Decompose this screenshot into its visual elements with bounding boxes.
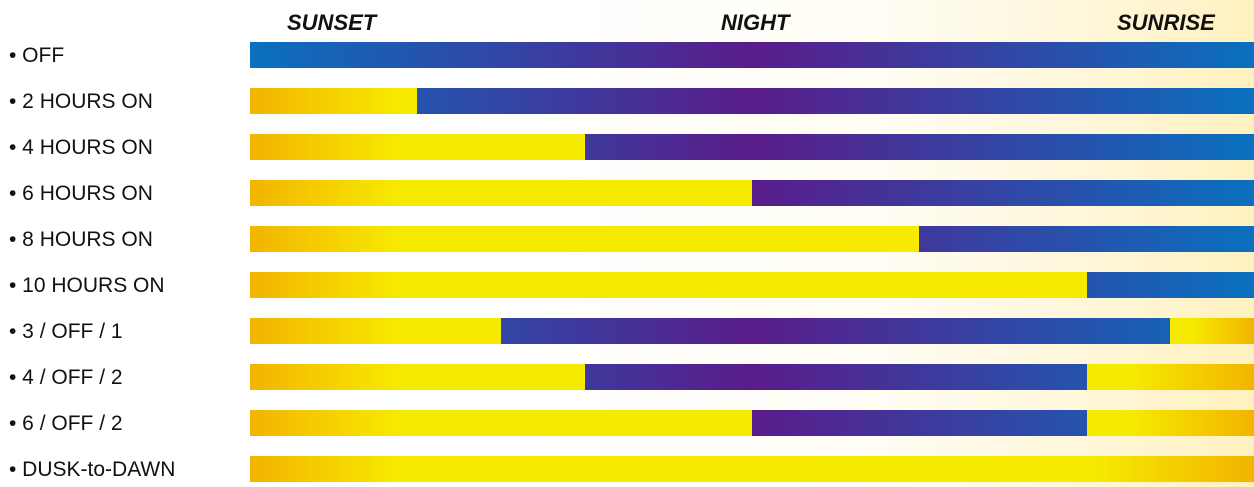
light-on-segment — [250, 364, 585, 390]
schedule-row-label: • OFF — [9, 44, 65, 67]
schedule-bar — [250, 318, 1254, 344]
light-off-segment — [501, 318, 1170, 344]
light-off-segment — [585, 134, 1254, 160]
schedule-bar — [250, 456, 1254, 482]
light-on-segment — [1087, 410, 1254, 436]
light-on-segment — [250, 318, 501, 344]
schedule-rows: • OFF • 2 HOURS ON • 4 HOURS ON • 6 HOURS O… — [0, 42, 1254, 482]
sunrise-label: SUNRISE — [1117, 10, 1215, 35]
light-on-segment — [250, 456, 1254, 482]
light-on-segment — [250, 410, 752, 436]
light-on-segment — [250, 272, 1087, 298]
schedule-row-label: • DUSK-to-DAWN — [9, 458, 176, 481]
schedule-row: • 2 HOURS ON — [0, 88, 1254, 116]
schedule-row-label: • 6 / OFF / 2 — [9, 412, 123, 435]
schedule-row: • DUSK-to-DAWN — [0, 456, 1254, 484]
light-off-segment — [919, 226, 1254, 252]
schedule-row: • OFF — [0, 42, 1254, 70]
light-on-segment — [250, 88, 417, 114]
light-off-segment — [752, 180, 1254, 206]
light-on-segment — [250, 180, 752, 206]
timeline-header: SUNSET NIGHT SUNRISE — [0, 10, 1254, 36]
schedule-row-label: • 10 HOURS ON — [9, 274, 165, 297]
schedule-bar — [250, 272, 1254, 298]
schedule-bar — [250, 134, 1254, 160]
schedule-bar — [250, 42, 1254, 68]
schedule-bar — [250, 364, 1254, 390]
schedule-bar — [250, 180, 1254, 206]
schedule-row-label: • 6 HOURS ON — [9, 182, 153, 205]
light-on-segment — [1087, 364, 1254, 390]
schedule-row-label: • 8 HOURS ON — [9, 228, 153, 251]
light-on-segment — [250, 226, 919, 252]
schedule-row: • 10 HOURS ON — [0, 272, 1254, 300]
light-on-segment — [250, 134, 585, 160]
schedule-bar — [250, 88, 1254, 114]
schedule-row: • 6 HOURS ON — [0, 180, 1254, 208]
schedule-row: • 6 / OFF / 2 — [0, 410, 1254, 438]
schedule-row: • 4 / OFF / 2 — [0, 364, 1254, 392]
schedule-row: • 4 HOURS ON — [0, 134, 1254, 162]
light-off-segment — [752, 410, 1087, 436]
schedule-bar — [250, 226, 1254, 252]
light-on-segment — [1170, 318, 1254, 344]
schedule-bar — [250, 410, 1254, 436]
schedule-row: • 8 HOURS ON — [0, 226, 1254, 254]
light-off-segment — [1087, 272, 1254, 298]
schedule-row-label: • 2 HOURS ON — [9, 90, 153, 113]
light-off-segment — [250, 42, 1254, 68]
light-off-segment — [585, 364, 1087, 390]
schedule-row-label: • 4 / OFF / 2 — [9, 366, 123, 389]
schedule-row-label: • 3 / OFF / 1 — [9, 320, 123, 343]
light-off-segment — [417, 88, 1254, 114]
schedule-row: • 3 / OFF / 1 — [0, 318, 1254, 346]
night-label: NIGHT — [721, 10, 790, 35]
sunset-label: SUNSET — [287, 10, 377, 35]
schedule-row-label: • 4 HOURS ON — [9, 136, 153, 159]
